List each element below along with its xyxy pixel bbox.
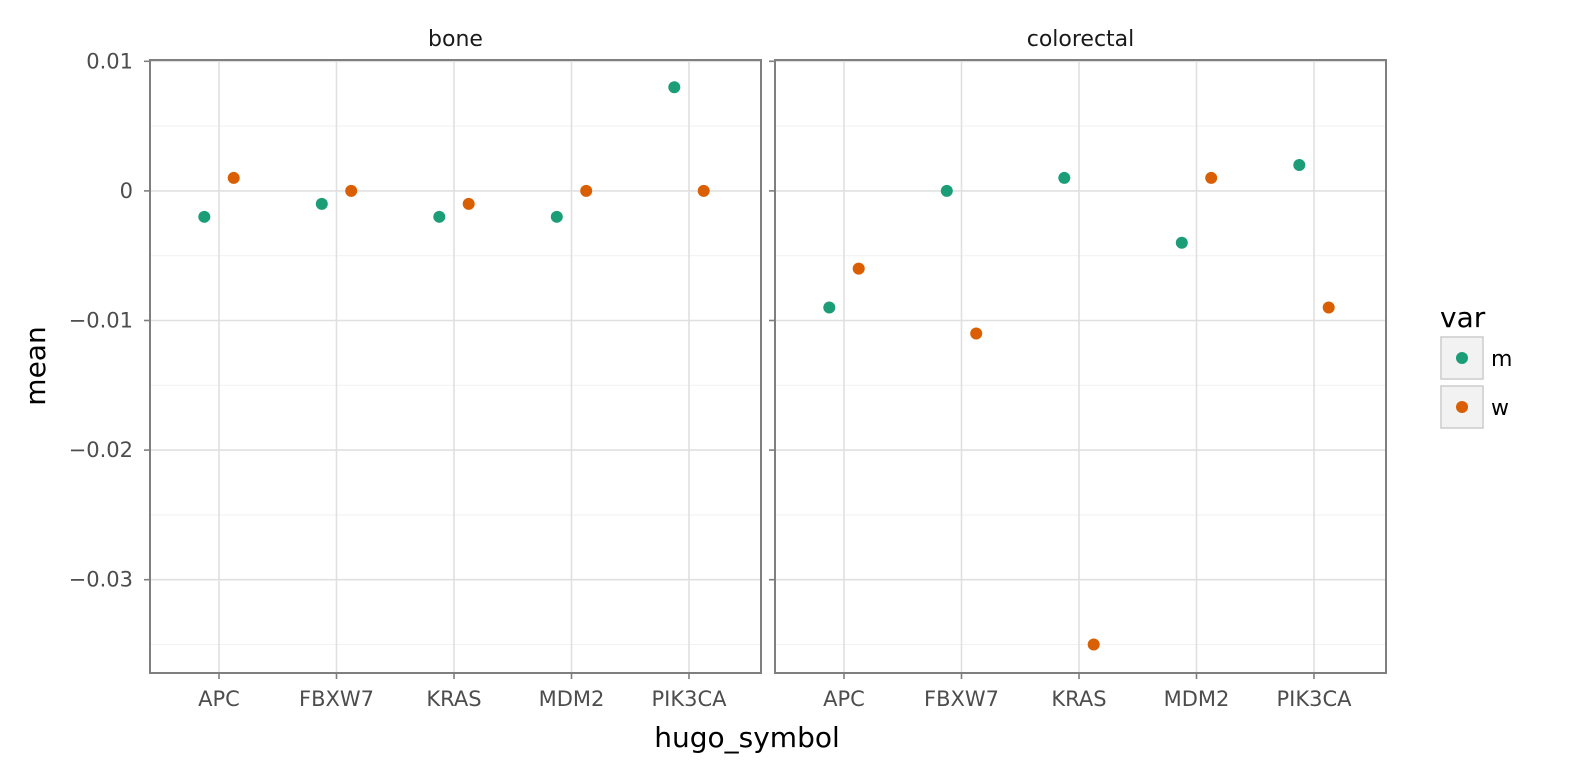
panel-bone (144, 59, 762, 679)
point-colorectal-m-MDM2 (1175, 236, 1188, 249)
point-bone-w-PIK3CA (697, 184, 710, 197)
legend: var mw (1440, 301, 1512, 429)
panel-colorectal (769, 59, 1387, 679)
point-bone-m-MDM2 (550, 210, 563, 223)
x-tick-label: MDM2 (1164, 687, 1230, 711)
strip-label-colorectal: colorectal (1027, 27, 1135, 52)
point-bone-w-FBXW7 (345, 184, 358, 197)
point-bone-m-KRAS (433, 210, 446, 223)
legend-swatch-m (1456, 352, 1468, 364)
x-tick-label: APC (823, 687, 865, 711)
legend-swatch-w (1456, 401, 1468, 413)
legend-title: var (1440, 301, 1486, 334)
point-bone-m-PIK3CA (668, 81, 681, 94)
point-colorectal-w-MDM2 (1205, 171, 1218, 184)
x-tick-label: KRAS (426, 687, 481, 711)
legend-label-w: w (1491, 396, 1509, 421)
x-axis-title: hugo_symbol (654, 721, 840, 754)
point-colorectal-w-KRAS (1087, 638, 1100, 651)
labels-layer: bone APC FBXW7 KRAS MDM2 PIK3CA colorectal APC F… (69, 27, 1352, 711)
y-tick-label: 0.01 (86, 49, 133, 73)
panels-layer (144, 59, 1387, 679)
y-tick-label: −0.03 (69, 568, 133, 592)
x-tick-label: PIK3CA (651, 687, 727, 711)
point-colorectal-m-APC (823, 301, 836, 314)
point-bone-w-APC (227, 171, 240, 184)
y-tick-label: −0.02 (69, 438, 133, 462)
strip-label-bone: bone (428, 27, 483, 52)
point-colorectal-m-PIK3CA (1293, 158, 1306, 171)
point-bone-w-KRAS (462, 197, 475, 210)
x-tick-label: FBXW7 (924, 687, 999, 711)
x-tick-label: PIK3CA (1276, 687, 1352, 711)
point-bone-m-APC (198, 210, 211, 223)
y-tick-label: −0.01 (69, 308, 133, 332)
y-tick-label: 0 (120, 179, 133, 203)
legend-label-m: m (1491, 347, 1512, 372)
panel-border (774, 59, 1387, 674)
x-tick-label: KRAS (1051, 687, 1106, 711)
point-colorectal-w-FBXW7 (970, 327, 983, 340)
x-tick-label: APC (198, 687, 240, 711)
point-colorectal-w-APC (852, 262, 865, 275)
point-colorectal-m-KRAS (1058, 171, 1071, 184)
panel-border (149, 59, 762, 674)
point-bone-m-FBXW7 (315, 197, 328, 210)
x-tick-label: FBXW7 (299, 687, 374, 711)
point-colorectal-m-FBXW7 (940, 184, 953, 197)
y-axis-title: mean (19, 326, 52, 405)
point-colorectal-w-PIK3CA (1322, 301, 1335, 314)
legend-key-w (1440, 385, 1484, 429)
point-bone-w-MDM2 (580, 184, 593, 197)
x-tick-label: MDM2 (539, 687, 605, 711)
